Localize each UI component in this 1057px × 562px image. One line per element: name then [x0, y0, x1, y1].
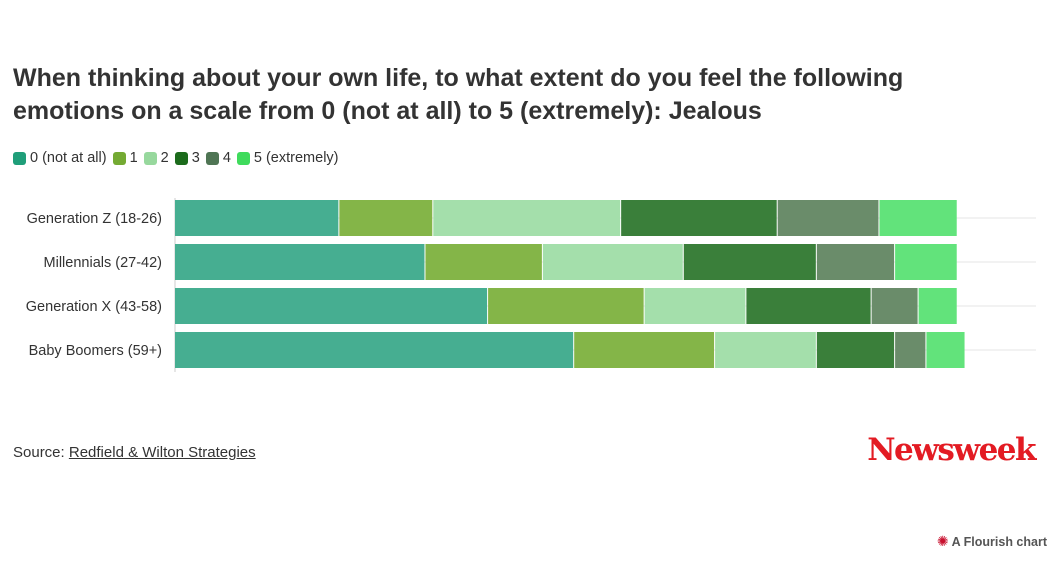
source-link[interactable]: Redfield & Wilton Strategies: [68, 444, 256, 461]
legend-label: 1: [129, 150, 138, 166]
bar-segment[interactable]: [175, 288, 488, 324]
bar-segment[interactable]: [488, 288, 644, 324]
legend-label: 4: [222, 150, 231, 166]
legend-swatch: [13, 151, 26, 165]
legend-swatch: [143, 151, 157, 165]
category-label: Millennials (27-42): [44, 255, 162, 271]
bar-segment[interactable]: [339, 200, 433, 236]
bar-segment[interactable]: [542, 244, 683, 280]
legend-swatch: [174, 151, 188, 165]
bar-segment[interactable]: [175, 332, 574, 368]
flourish-credit[interactable]: ✺ A Flourish chart: [937, 533, 1047, 550]
legend-label: 0 (not at all): [30, 150, 107, 166]
bar-segment[interactable]: [816, 244, 895, 280]
legend-swatch: [112, 151, 126, 165]
bar-segment[interactable]: [777, 200, 879, 236]
bar-segment[interactable]: [926, 332, 965, 368]
legend-label: 5 (extremely): [253, 150, 339, 166]
bar-segment[interactable]: [746, 288, 871, 324]
bar-segment[interactable]: [574, 332, 715, 368]
bar-segment[interactable]: [425, 244, 542, 280]
bar-segment[interactable]: [715, 332, 816, 368]
legend-item[interactable]: 0 (not at all): [13, 150, 107, 166]
bar-segment[interactable]: [644, 288, 746, 324]
legend-swatch: [205, 151, 219, 165]
legend-label: 2: [160, 150, 169, 166]
legend-label: 3: [191, 150, 200, 166]
stacked-bar-chart: Generation Z (18-26) Millennials (27-42) G…: [26, 198, 1036, 372]
bar-segment[interactable]: [918, 288, 957, 324]
category-label: Baby Boomers (59+): [29, 343, 162, 359]
category-label: Generation Z (18-26): [27, 211, 162, 227]
chart-title: When thinking about your own life, to wh…: [13, 64, 904, 125]
legend-item[interactable]: 4: [205, 150, 231, 166]
bar-segment[interactable]: [879, 200, 957, 236]
newsweek-logo[interactable]: Newsweek: [867, 432, 1036, 468]
legend-item[interactable]: 3: [174, 150, 200, 166]
bar-segment[interactable]: [895, 332, 926, 368]
bar-segment[interactable]: [433, 200, 621, 236]
bar-segment[interactable]: [621, 200, 777, 236]
bar-segment[interactable]: [871, 288, 918, 324]
chart-legend: 0 (not at all) 1 2 3 4 5 (extremely): [13, 148, 345, 168]
legend-item[interactable]: 1: [112, 150, 138, 166]
bar-segment[interactable]: [895, 244, 957, 280]
bar-segment[interactable]: [816, 332, 895, 368]
bar-segment[interactable]: [175, 200, 339, 236]
category-label: Generation X (43-58): [26, 299, 162, 315]
source-line: Source: Redfield & Wilton Strategies: [13, 444, 256, 461]
bar-segment[interactable]: [683, 244, 816, 280]
flourish-icon: ✺: [936, 533, 949, 549]
bar-segment[interactable]: [175, 244, 425, 280]
legend-swatch: [236, 151, 250, 165]
legend-item[interactable]: 5 (extremely): [236, 150, 339, 166]
legend-item[interactable]: 2: [143, 150, 169, 166]
flourish-credit-text: A Flourish chart: [951, 534, 1047, 549]
source-label: Source:: [13, 444, 65, 461]
